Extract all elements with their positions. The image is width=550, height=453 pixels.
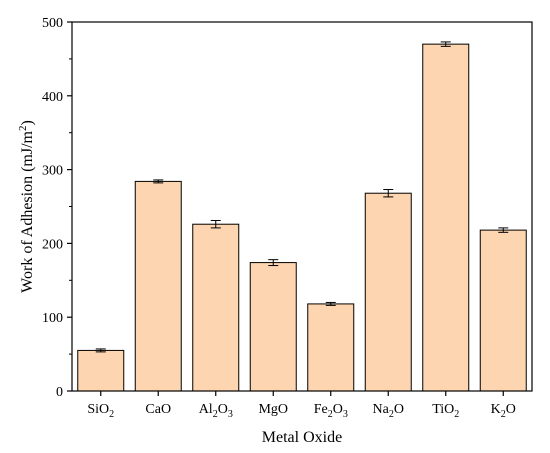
y-tick-label-5: 500 [42,16,63,31]
y-tick-label-3: 300 [42,164,63,179]
error-bar-0 [95,348,106,353]
y-tick-label-1: 100 [42,311,63,326]
x-axis-title: Metal Oxide [262,429,342,446]
bar-3 [249,262,297,392]
x-tick-label-4: Fe2O3 [314,402,348,420]
error-bar-7 [498,227,509,233]
error-bar-6 [440,41,451,47]
error-bar-1 [153,179,164,184]
error-bar-5 [383,189,394,198]
error-bar-4 [325,301,336,306]
error-bar-3 [268,259,279,267]
x-tick-label-7: K2O [491,402,516,420]
x-tick-label-6: TiO2 [432,402,459,420]
y-tick-label-0: 0 [56,385,63,400]
y-axis-title: Work of Adhesion (mJ/m2) [17,120,36,293]
bar-2 [192,223,240,392]
bar-0 [77,349,125,392]
axes-layer [67,21,533,396]
bar-1 [134,180,182,392]
y-tick-label-4: 400 [42,90,63,105]
x-tick-label-2: Al2O3 [199,402,233,420]
bars-layer [77,43,527,392]
x-tick-label-0: SiO2 [87,402,114,420]
error-bar-2 [210,220,221,229]
errorbars-layer [95,41,509,353]
y-tick-label-2: 200 [42,237,63,252]
x-tick-label-1: CaO [145,402,171,417]
bar-4 [307,303,355,392]
labels-layer: 0 100 200 300 400 500 SiO2 CaO Al2O3 MgO Fe2O3 Na2O… [17,16,516,446]
bar-6 [422,43,470,392]
bar-5 [364,192,412,392]
bar-7 [479,229,527,392]
x-tick-label-3: MgO [258,402,288,417]
x-tick-label-5: Na2O [373,402,404,420]
